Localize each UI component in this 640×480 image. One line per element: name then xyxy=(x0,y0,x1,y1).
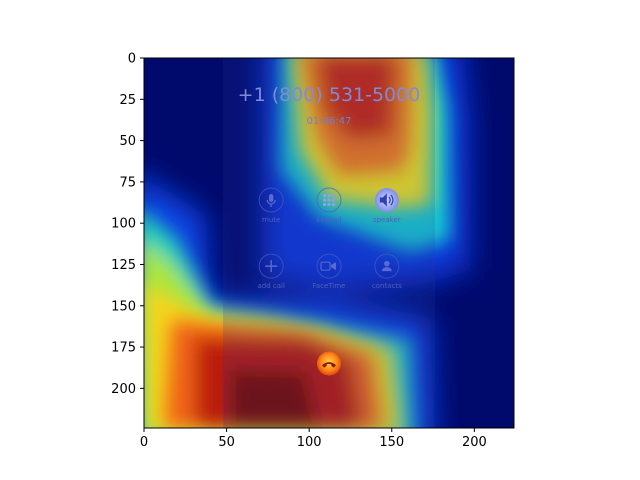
call-button-speaker: speaker xyxy=(373,188,401,224)
y-tick-label: 150 xyxy=(111,299,136,314)
contacts-icon xyxy=(381,260,392,272)
phone-call-screen: +1 (800) 531-5000 01:06:47 mute keypad spe… xyxy=(238,84,421,376)
call-button-label: mute xyxy=(262,216,280,224)
call-timer-text: 01:06:47 xyxy=(307,116,352,127)
call-buttons-grid: mute keypad speaker add call FaceTime contact… xyxy=(257,187,402,290)
call-button-circle xyxy=(258,253,284,279)
call-button-contacts: contacts xyxy=(372,253,402,290)
call-button-circle xyxy=(258,187,284,213)
call-button-circle xyxy=(316,253,342,279)
mic-icon xyxy=(266,194,276,208)
speaker-icon xyxy=(379,193,394,207)
x-tick-label: 200 xyxy=(462,435,487,450)
heat-region-upper-red xyxy=(318,58,395,140)
call-button-label: keypad xyxy=(316,216,341,224)
call-button-keypad: keypad xyxy=(316,187,342,224)
y-tick-label: 175 xyxy=(111,341,136,356)
call-button-mute: mute xyxy=(258,187,284,224)
y-tick-label: 25 xyxy=(119,93,136,108)
phone-number-text: +1 (800) 531-5000 xyxy=(238,84,421,106)
call-button-circle xyxy=(316,187,342,213)
x-tick-label: 100 xyxy=(297,435,322,450)
x-axis: 0 50 100 150 200 xyxy=(140,428,487,450)
y-tick-label: 200 xyxy=(111,382,136,397)
call-button-add-call: add call xyxy=(257,253,285,290)
y-tick-label: 0 xyxy=(128,52,136,67)
y-tick-label: 125 xyxy=(111,258,136,273)
plot-frame xyxy=(143,57,515,429)
y-axis: 0 25 50 75 100 125 150 175 200 xyxy=(111,52,144,397)
y-tick-label: 50 xyxy=(119,134,136,149)
y-tick-label: 75 xyxy=(119,175,136,190)
y-tick-label: 100 xyxy=(111,217,136,232)
x-tick-label: 150 xyxy=(379,435,404,450)
call-button-facetime: FaceTime xyxy=(313,253,346,290)
x-tick-label: 0 xyxy=(140,435,148,450)
call-button-label: contacts xyxy=(372,282,402,290)
end-call-icon xyxy=(322,362,336,368)
x-tick-label: 50 xyxy=(218,435,235,450)
heat-region-lower-darkred xyxy=(230,370,318,428)
plus-icon xyxy=(265,260,278,273)
facetime-icon xyxy=(320,261,336,271)
call-button-circle xyxy=(374,253,400,279)
call-button-label: add call xyxy=(257,282,284,290)
call-button-label: FaceTime xyxy=(313,282,346,290)
end-call-button xyxy=(317,351,341,376)
heatmap-plot-area: +1 (800) 531-5000 01:06:47 mute keypad spe… xyxy=(144,58,514,428)
keypad-icon xyxy=(322,193,336,207)
call-button-label: speaker xyxy=(373,216,401,224)
